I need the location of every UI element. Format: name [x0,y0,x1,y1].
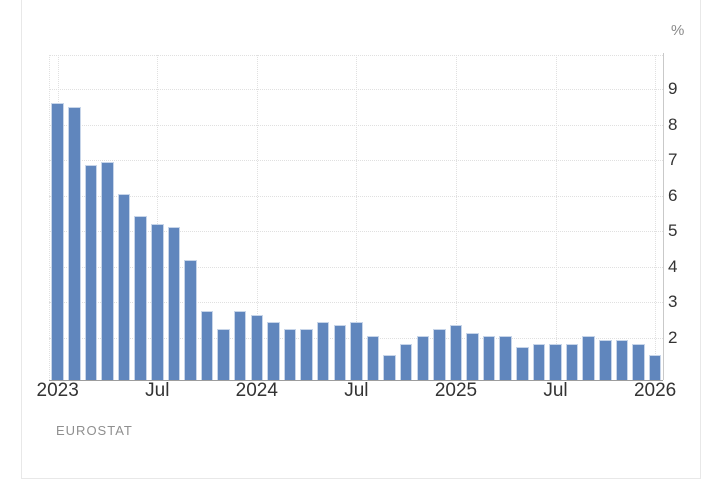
bar[interactable] [51,103,64,380]
y-tick-label: 7 [668,150,678,170]
y-tick-label: 3 [668,292,678,312]
bar[interactable] [333,325,347,380]
bar[interactable] [267,321,280,380]
x-tick-label: 2024 [235,380,278,401]
horizontal-gridline [49,55,663,56]
y-tick-label: 6 [668,185,678,205]
chart-card [21,0,701,479]
bar[interactable] [68,107,81,380]
bar[interactable] [648,354,662,380]
horizontal-gridline [49,89,663,91]
plot-area [49,55,663,381]
x-tick-label: 2023 [36,380,79,401]
x-tick-label: Jul [543,380,568,401]
bar[interactable] [316,321,330,380]
bar[interactable] [233,310,247,380]
bar[interactable] [416,336,430,380]
x-tick-label: Jul [145,380,170,401]
bar[interactable] [516,347,529,380]
bar[interactable] [482,336,496,380]
horizontal-gridline [49,124,663,126]
bar[interactable] [433,329,446,380]
vertical-gridline [256,55,258,380]
bar[interactable] [615,340,629,380]
bar[interactable] [134,216,147,380]
bar[interactable] [84,165,98,380]
bar[interactable] [449,325,463,380]
vertical-gridline [655,55,657,380]
source-label: EUROSTAT [56,423,133,438]
y-tick-label: 5 [668,221,678,241]
bar[interactable] [549,343,562,380]
bar[interactable] [101,161,114,380]
y-tick-label: 9 [668,79,678,99]
vertical-gridline [555,55,557,380]
bar[interactable] [466,332,479,380]
x-tick-label: Jul [344,380,369,401]
bar[interactable] [632,343,645,380]
vertical-gridline [157,55,159,380]
y-tick-label: 4 [668,256,678,276]
bar[interactable] [117,194,131,380]
vertical-gridline [456,55,457,380]
bar[interactable] [167,227,181,380]
x-tick-label: 2026 [633,380,677,401]
bar[interactable] [532,343,546,380]
bar[interactable] [151,223,164,380]
vertical-gridline [356,55,358,380]
y-tick-label: 2 [668,327,678,347]
bar[interactable] [383,354,396,380]
bar[interactable] [582,336,595,380]
horizontal-gridline [49,302,663,304]
bar[interactable] [217,329,230,380]
horizontal-gridline [49,160,663,162]
bar[interactable] [184,259,197,380]
horizontal-gridline [49,195,663,197]
bar[interactable] [250,314,264,380]
bar[interactable] [499,336,512,380]
vertical-gridline [49,55,50,380]
bar[interactable] [283,329,297,380]
bar[interactable] [350,321,363,380]
horizontal-gridline [49,231,663,233]
y-tick-label: 8 [668,114,678,134]
bar[interactable] [599,340,612,380]
horizontal-gridline [49,266,663,268]
x-tick-label: 2025 [434,380,478,401]
bar[interactable] [565,343,579,380]
bar[interactable] [366,336,380,380]
bar[interactable] [300,329,313,380]
y-axis-line [663,53,664,380]
y-axis-unit-label: % [671,22,685,39]
bar[interactable] [200,310,214,380]
bar[interactable] [399,343,413,380]
